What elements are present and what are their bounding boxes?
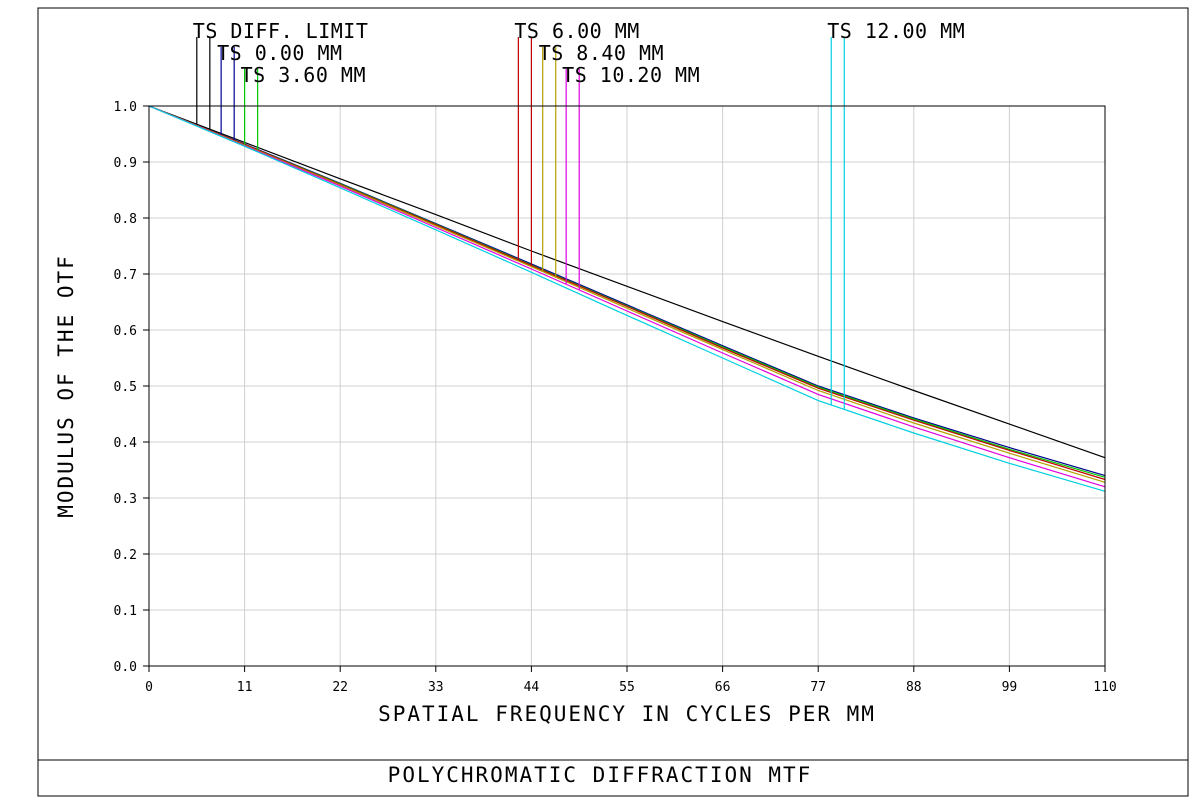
- y-axis-title: MODULUS OF THE OTF: [54, 254, 78, 518]
- x-tick-label: 99: [1002, 680, 1018, 695]
- legend-label: TS DIFF. LIMIT: [193, 19, 369, 43]
- x-tick-label: 33: [428, 680, 444, 695]
- y-tick-label: 0.3: [114, 492, 137, 507]
- outer-frame: [37, 7, 1189, 797]
- x-tick-label: 11: [237, 680, 253, 695]
- x-tick-label: 77: [810, 680, 826, 695]
- y-tick-label: 0.0: [114, 660, 137, 675]
- x-tick-label: 44: [524, 680, 540, 695]
- series-line: [148, 105, 1106, 488]
- x-tick-label: 88: [906, 680, 922, 695]
- x-tick-label: 55: [619, 680, 635, 695]
- x-tick-label: 110: [1093, 680, 1116, 695]
- series-lines: [148, 105, 1106, 492]
- y-tick-label: 0.1: [114, 604, 137, 619]
- y-tick-label: 0.2: [114, 548, 137, 563]
- legend-label: TS 3.60 MM: [241, 63, 366, 87]
- grid: [148, 105, 1106, 667]
- y-tick-label: 0.4: [114, 436, 138, 451]
- legend-label: TS 8.40 MM: [539, 41, 664, 65]
- legend-label: TS 10.20 MM: [562, 63, 700, 87]
- y-tick-label: 0.6: [114, 324, 137, 339]
- legend-label: TS 6.00 MM: [514, 19, 639, 43]
- y-tick-label: 0.8: [114, 212, 137, 227]
- series-line: [148, 105, 1106, 459]
- x-tick-label: 22: [332, 680, 348, 695]
- series-line: [148, 105, 1106, 483]
- y-tick-labels: 0.0 0.1 0.2 0.3 0.4 0.5 0.6 0.7 0.8 0.9 1.0: [114, 100, 149, 675]
- y-tick-label: 1.0: [114, 100, 137, 115]
- y-tick-label: 0.9: [114, 156, 137, 171]
- y-tick-label: 0.7: [114, 268, 137, 283]
- legend-label: TS 0.00 MM: [217, 41, 342, 65]
- x-tick-label: 0: [145, 680, 153, 695]
- chart-title: POLYCHROMATIC DIFFRACTION MTF: [388, 763, 813, 787]
- x-tick-labels: 0 11 22 33 44 55 66 77 88 99 110: [145, 666, 1117, 695]
- legend-label: TS 12.00 MM: [827, 19, 965, 43]
- y-tick-label: 0.5: [114, 380, 137, 395]
- x-tick-label: 66: [715, 680, 731, 695]
- x-axis-title: SPATIAL FREQUENCY IN CYCLES PER MM: [378, 702, 876, 726]
- series-line: [148, 105, 1106, 492]
